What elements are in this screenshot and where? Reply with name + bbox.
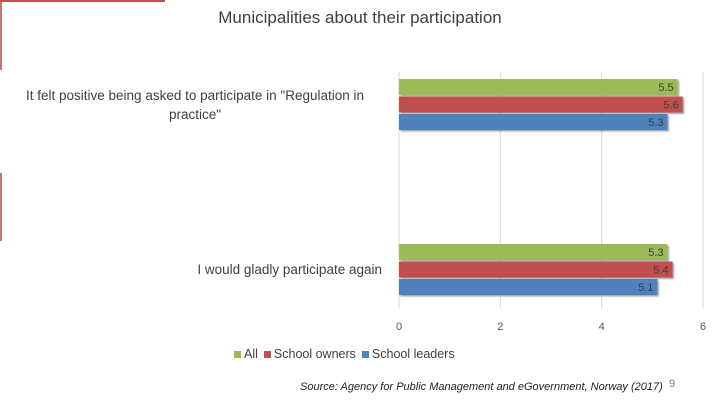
- x-tick-label: 2: [497, 321, 503, 333]
- data-label: 5.4: [653, 265, 668, 277]
- x-tick-label: 0: [396, 321, 402, 333]
- bar-school-leaders: [399, 279, 658, 295]
- source-note: Source: Agency for Public Management and…: [300, 381, 663, 393]
- data-label: 5.3: [648, 117, 663, 129]
- legend-item-all: All: [234, 347, 258, 361]
- legend: All School owners School leaders: [234, 347, 455, 361]
- data-label: 5.1: [638, 282, 653, 294]
- legend-swatch-school-leaders: [361, 350, 369, 358]
- data-label: 5.5: [658, 82, 673, 94]
- bar-school-owners: [399, 261, 673, 278]
- chart-title: Municipalities about their participation: [218, 8, 502, 27]
- legend-item-school-owners: School owners: [263, 347, 356, 361]
- data-label: 5.6: [663, 100, 678, 112]
- decorative-left-bar: [0, 173, 2, 241]
- bar-school-leaders: [399, 114, 668, 130]
- legend-label-school-leaders: School leaders: [371, 347, 455, 361]
- bar-school-owners: [399, 96, 683, 113]
- legend-swatch-all: [234, 350, 241, 358]
- legend-swatch-school-owners: [263, 350, 271, 358]
- category-label-1: It felt positive being asked to particip…: [26, 88, 364, 122]
- x-tick-label: 6: [700, 321, 706, 333]
- bar-all: [399, 244, 668, 260]
- decorative-left-bar: [0, 0, 2, 70]
- decorative-top-bar: [0, 0, 165, 2]
- legend-label-school-owners: School owners: [273, 347, 356, 361]
- page-number: 9: [669, 378, 676, 390]
- category-label-2: I would gladly participate again: [197, 262, 382, 277]
- legend-label-all: All: [244, 347, 258, 361]
- legend-item-school-leaders: School leaders: [361, 347, 455, 361]
- bar-all: [399, 79, 678, 95]
- x-tick-label: 4: [599, 321, 605, 333]
- data-label: 5.3: [648, 247, 663, 259]
